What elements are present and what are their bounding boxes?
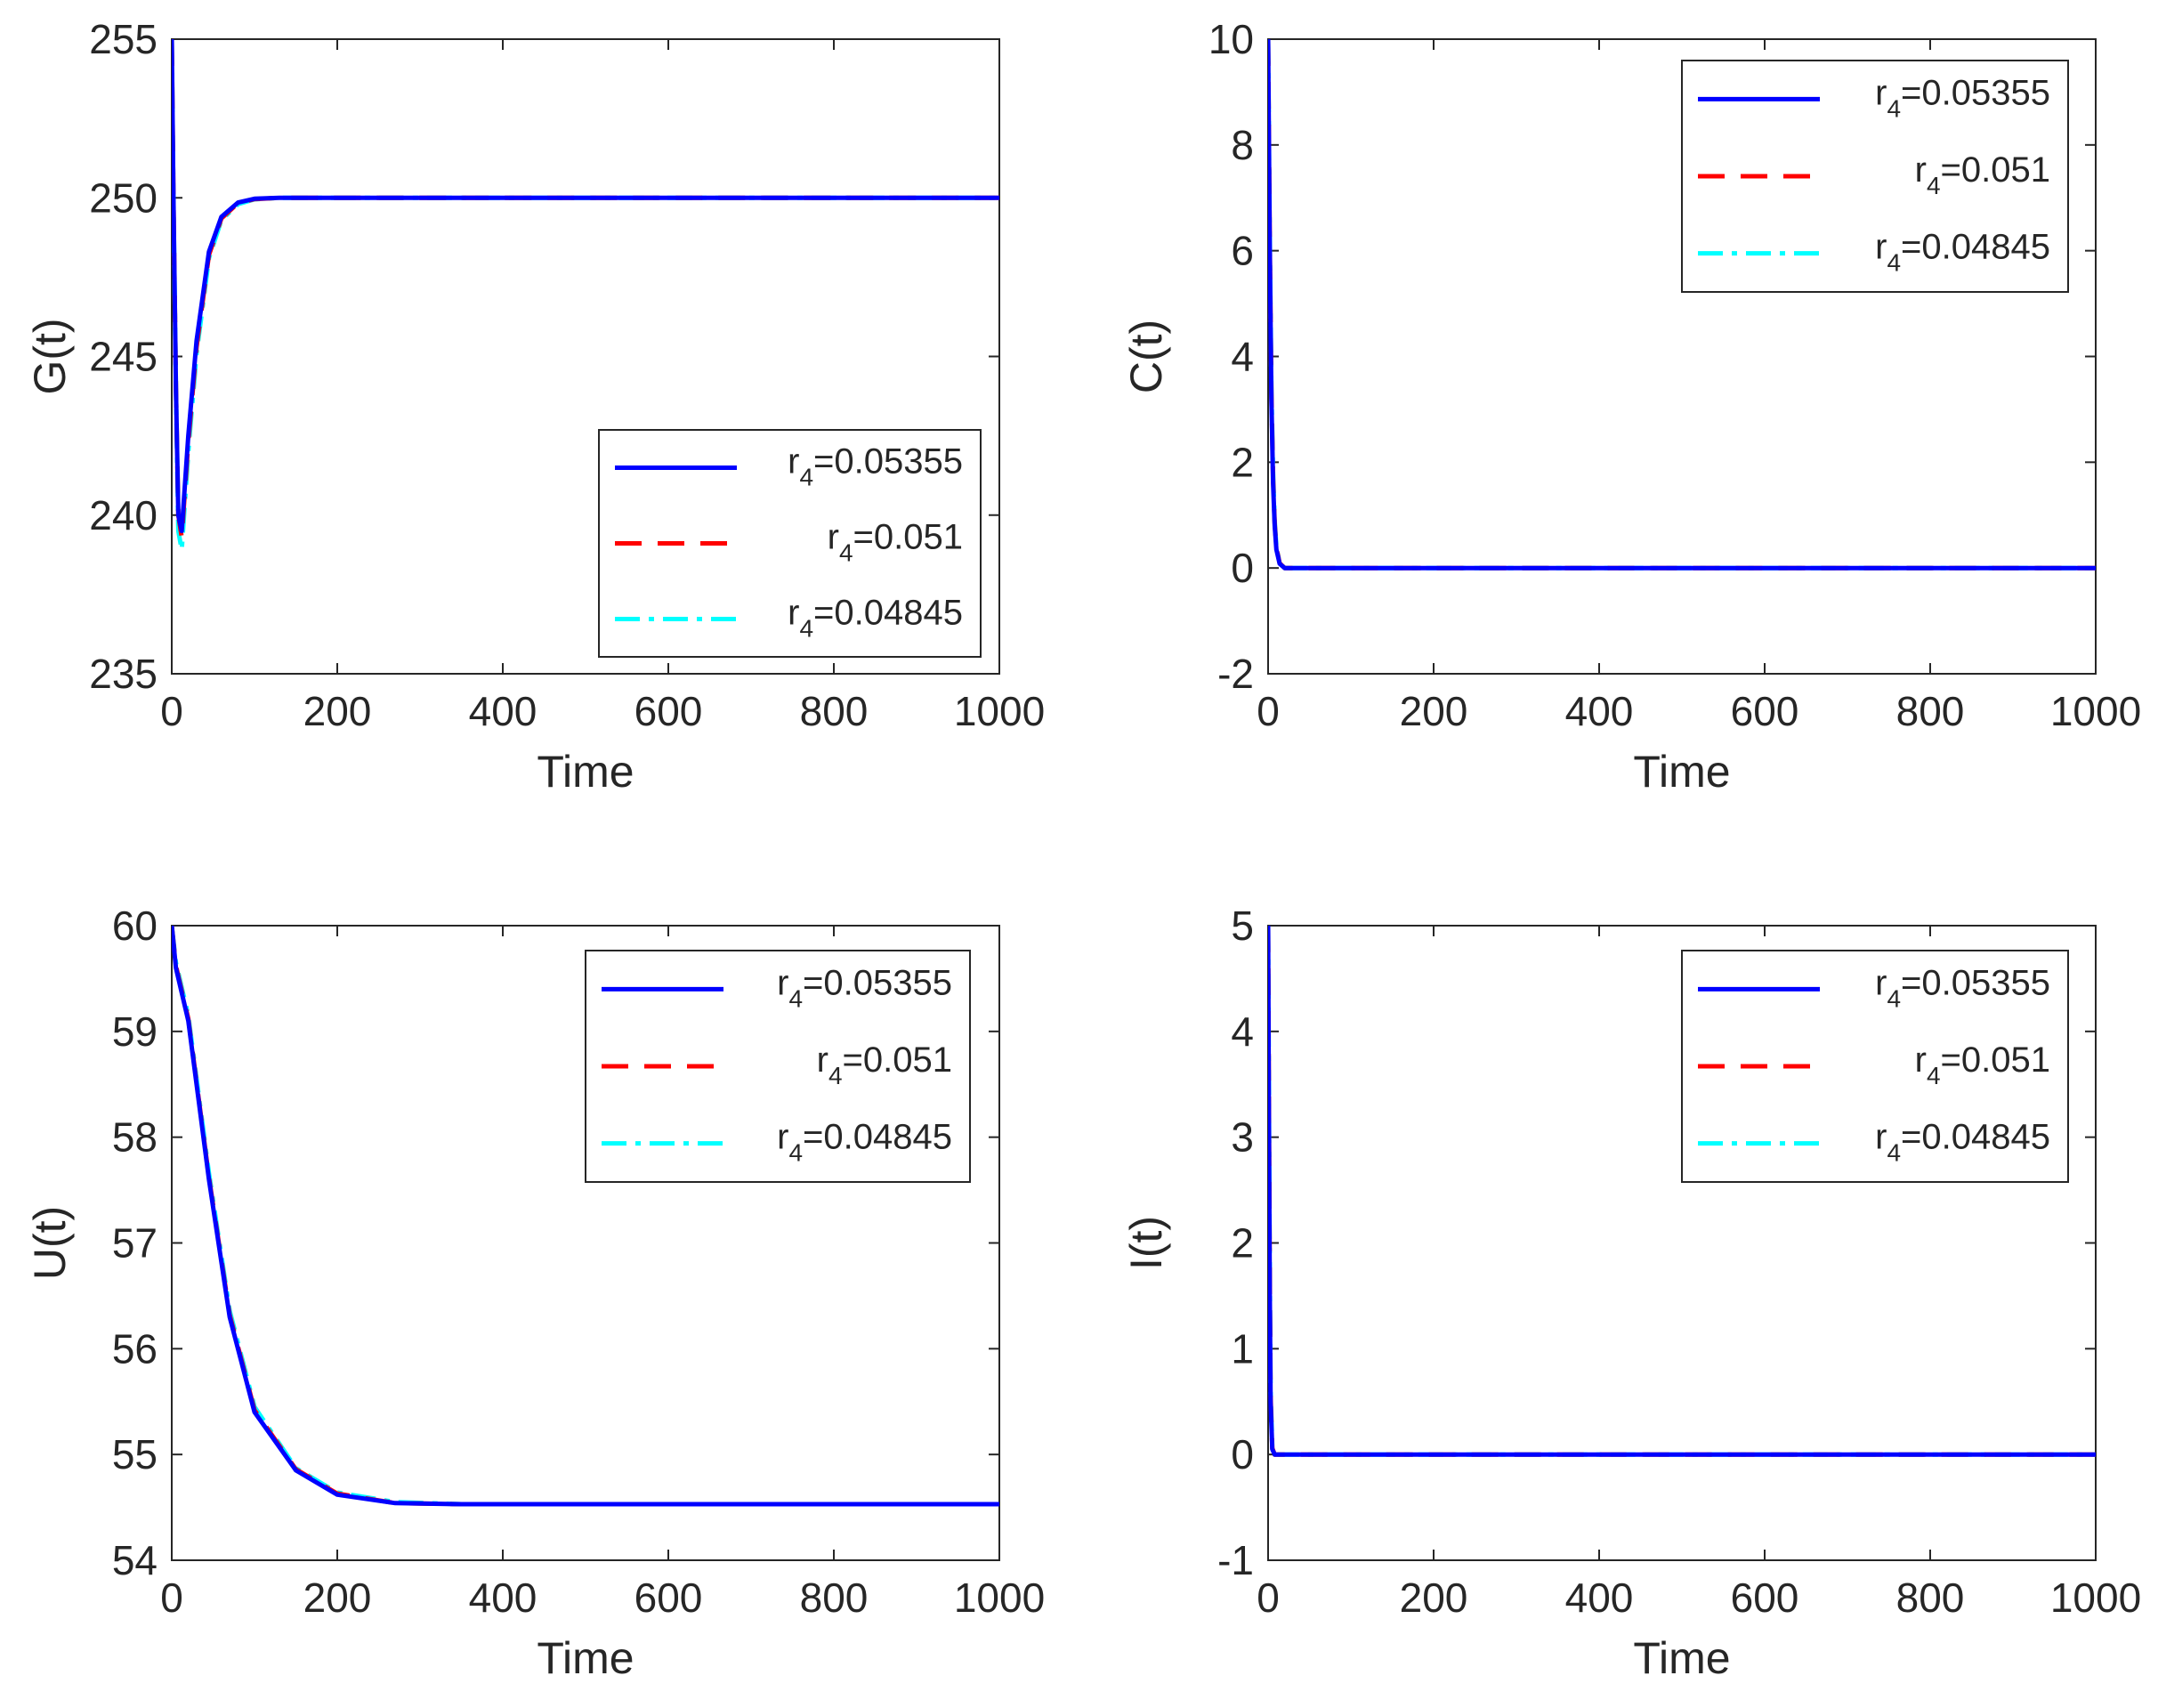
x-axis-label: Time [1633, 1633, 1730, 1683]
x-tick-label: 400 [469, 1574, 537, 1621]
y-tick-label: 2 [1231, 439, 1254, 485]
y-tick-label: 240 [89, 492, 158, 538]
y-axis-label: G(t) [25, 318, 75, 394]
x-tick-label: 0 [1257, 1574, 1280, 1621]
panel-G: 0 200 400 600 800 1000 235 240 245 250 255 Time G(t)… [25, 16, 1045, 797]
x-tick-label: 0 [160, 688, 183, 734]
legend-label: r4=0.05355 [1875, 963, 2050, 1012]
x-tick-label: 400 [1565, 688, 1634, 734]
x-tick-label: 1000 [954, 1574, 1045, 1621]
y-tick-label: 2 [1231, 1220, 1254, 1267]
y-tick-label: 60 [112, 903, 158, 949]
x-tick-label: 800 [1896, 1574, 1965, 1621]
y-tick-label: 3 [1231, 1114, 1254, 1161]
legend-label: r4=0.051 [817, 1040, 952, 1089]
x-tick-label: 800 [1896, 688, 1965, 734]
y-tick-label: -1 [1217, 1537, 1254, 1583]
y-tick-label: 57 [112, 1220, 158, 1267]
legend-label: r4=0.04845 [788, 594, 963, 643]
x-tick-label: 1000 [2050, 1574, 2141, 1621]
y-tick-label: 8 [1231, 122, 1254, 168]
x-tick-label: 600 [634, 688, 703, 734]
x-axis-label: Time [1633, 747, 1730, 797]
y-tick-label: 245 [89, 334, 158, 380]
x-tick-label: 600 [634, 1574, 703, 1621]
x-axis-label: Time [537, 1633, 634, 1683]
x-tick-label: 200 [1400, 688, 1468, 734]
legend: r4=0.05355 r4=0.051 r4=0.04845 [598, 429, 982, 658]
series-line-solid [1268, 926, 2096, 1457]
legend-label: r4=0.051 [1915, 150, 2050, 199]
x-tick-label: 200 [303, 1574, 372, 1621]
legend-label: r4=0.04845 [1875, 228, 2050, 277]
y-tick-label: 10 [1208, 16, 1254, 62]
panel-C: 0 200 400 600 800 1000-20246810TimeC(t)r4=0.0… [1121, 16, 2141, 797]
legend-label: r4=0.051 [828, 518, 963, 567]
series-line-solid [172, 926, 999, 1507]
x-tick-label: 200 [303, 688, 372, 734]
y-tick-label: 58 [112, 1114, 158, 1161]
y-tick-label: 4 [1231, 334, 1254, 380]
y-axis-label: C(t) [1121, 320, 1171, 393]
y-axis-label: U(t) [25, 1206, 75, 1280]
legend: r4=0.05355 r4=0.051 r4=0.04845 [1681, 60, 2069, 293]
legend-label: r4=0.05355 [788, 442, 963, 491]
y-tick-label: 0 [1231, 545, 1254, 591]
legend-label: r4=0.051 [1915, 1040, 2050, 1089]
series-line-solid [1268, 39, 2096, 571]
x-tick-label: 600 [1731, 1574, 1799, 1621]
x-tick-label: 1000 [954, 688, 1045, 734]
x-tick-label: 0 [160, 1574, 183, 1621]
y-tick-label: 54 [112, 1537, 158, 1583]
legend: r4=0.05355 r4=0.051 r4=0.04845 [1681, 950, 2069, 1183]
y-tick-label: 1 [1231, 1325, 1254, 1372]
legend-label: r4=0.04845 [1875, 1118, 2050, 1167]
x-tick-label: 400 [469, 688, 537, 734]
x-tick-label: 400 [1565, 1574, 1634, 1621]
y-axis-label: I(t) [1121, 1216, 1171, 1270]
x-tick-label: 1000 [2050, 688, 2141, 734]
x-tick-label: 800 [800, 688, 869, 734]
y-tick-label: 55 [112, 1431, 158, 1477]
legend-label: r4=0.05355 [1875, 73, 2050, 122]
series-line-solid [172, 39, 999, 534]
y-tick-label: 6 [1231, 228, 1254, 274]
y-tick-label: 250 [89, 174, 158, 221]
x-tick-label: 200 [1400, 1574, 1468, 1621]
y-tick-label: 235 [89, 651, 158, 697]
y-tick-label: 4 [1231, 1008, 1254, 1055]
y-tick-label: 59 [112, 1008, 158, 1055]
panel-I: 0 200 400 600 800 1000-1012345TimeI(t)r4=0.05… [1121, 903, 2141, 1683]
y-tick-label: 0 [1231, 1431, 1254, 1477]
y-tick-label: 5 [1231, 903, 1254, 949]
x-tick-label: 800 [800, 1574, 869, 1621]
panel-U: 0 200 400 600 800 1000 54 55 56 57 58 59 60 Time U(t) r… [25, 903, 1045, 1683]
x-tick-label: 0 [1257, 688, 1280, 734]
y-tick-label: 56 [112, 1325, 158, 1372]
legend: r4=0.05355 r4=0.051 r4=0.04845 [585, 950, 971, 1183]
x-tick-label: 600 [1731, 688, 1799, 734]
legend-label: r4=0.05355 [777, 963, 952, 1012]
x-axis-label: Time [537, 747, 634, 797]
y-tick-label: 255 [89, 16, 158, 62]
y-tick-label: -2 [1217, 651, 1254, 697]
legend-label: r4=0.04845 [777, 1118, 952, 1167]
